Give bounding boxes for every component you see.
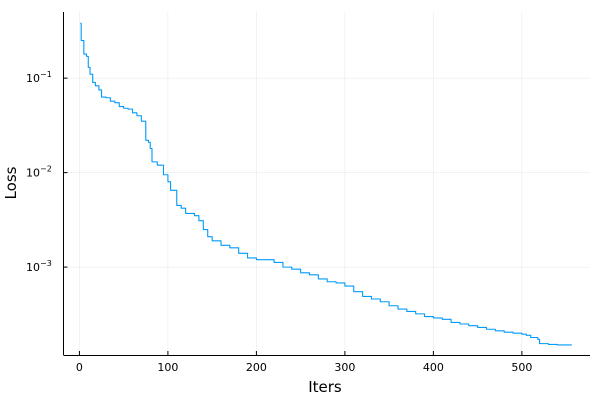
series-layer — [80, 22, 572, 346]
axes — [63, 12, 590, 356]
x-tick-label: 100 — [157, 361, 178, 374]
y-tick-label: 10−3 — [26, 259, 52, 274]
x-tick-label: 200 — [246, 361, 267, 374]
y-tick-label: 10−2 — [26, 165, 52, 180]
x-axis-title: Iters — [308, 378, 342, 396]
x-ticks: 0 100 200 300 400 500 — [76, 351, 532, 374]
x-tick-label: 400 — [423, 361, 444, 374]
y-ticks: 10−3 10−2 10−1 — [26, 70, 68, 274]
x-tick-label: 300 — [334, 361, 355, 374]
y-tick-label: 10−1 — [26, 70, 52, 85]
x-tick-label: 500 — [511, 361, 532, 374]
x-tick-label: 0 — [76, 361, 83, 374]
grid — [63, 12, 590, 355]
loss-series-line — [80, 22, 572, 346]
y-axis-title: Loss — [2, 166, 20, 199]
